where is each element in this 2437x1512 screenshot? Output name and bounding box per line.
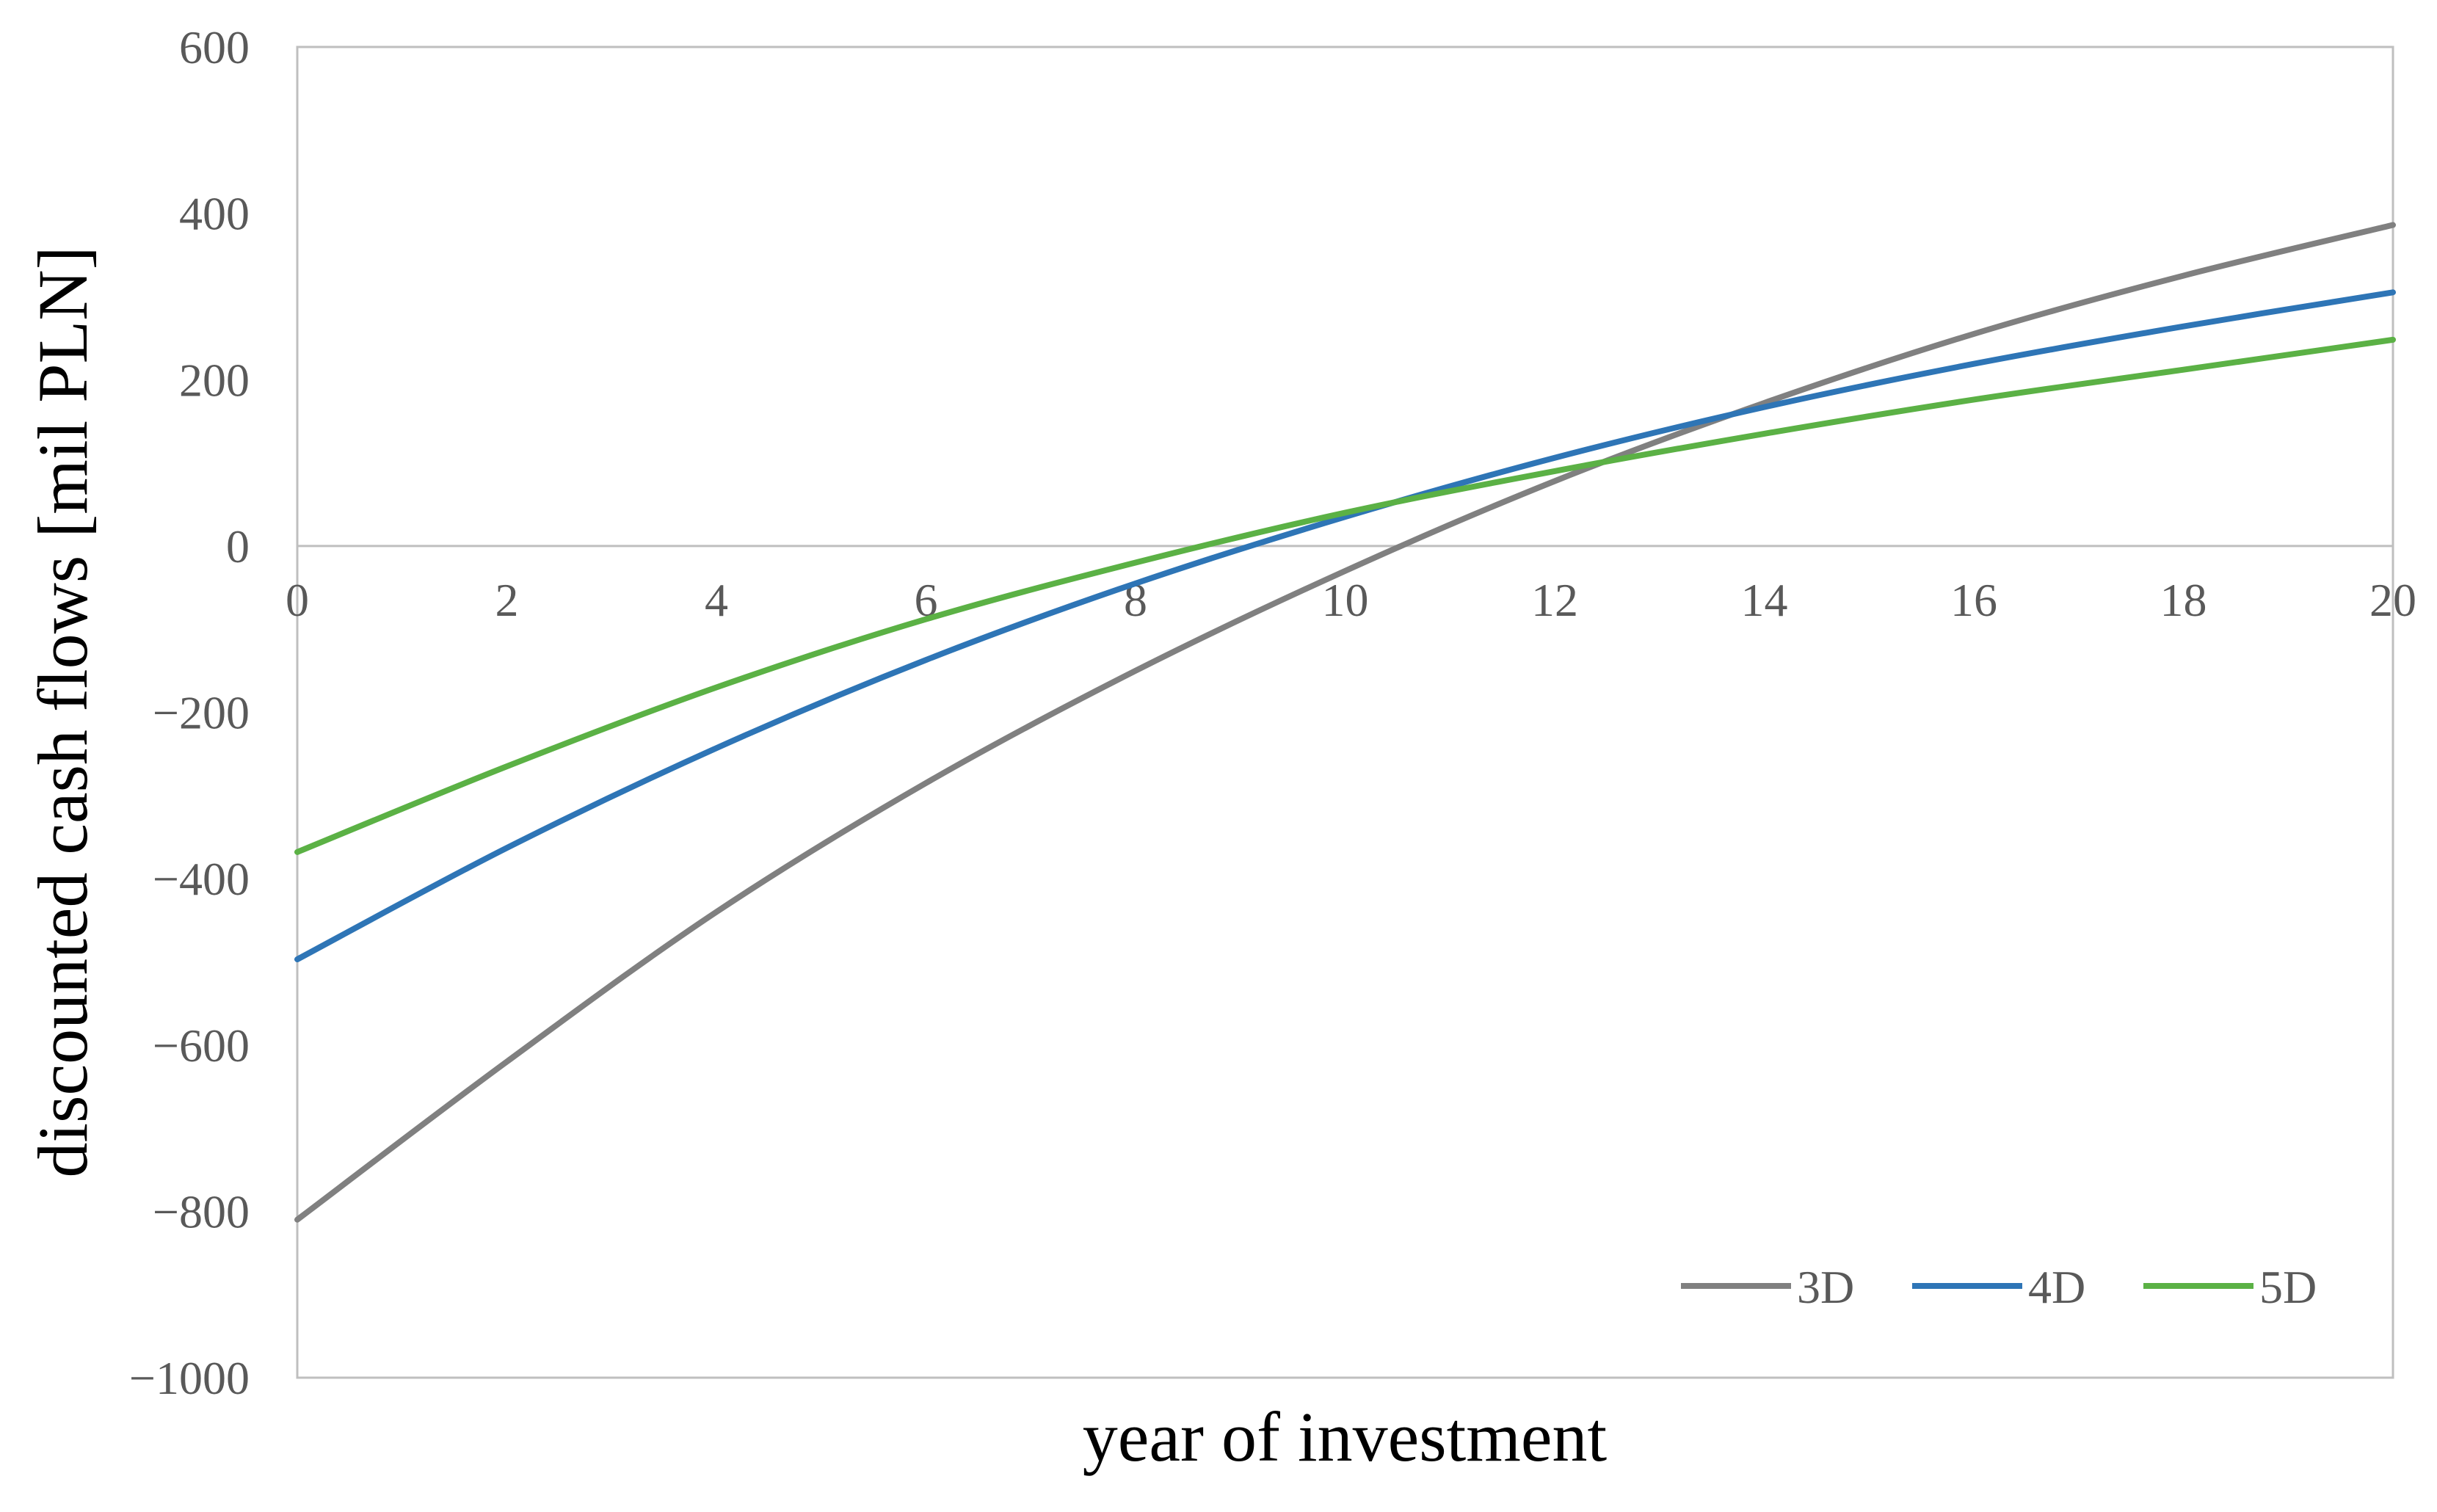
x-tick-labels: 0 2 4 6 8 10 12 14 16 18 20 [286,574,2416,626]
x-tick-label: 4 [705,574,728,626]
y-tick-label: −1000 [129,1352,250,1404]
x-tick-label: 10 [1322,574,1369,626]
legend-label: 3D [1797,1261,1854,1313]
y-tick-labels: 600 400 200 0 −200 −400 −600 −800 −1000 [129,21,250,1404]
series-line-5d [294,336,2396,855]
y-tick-label: −400 [153,853,250,905]
y-axis-title: discounted cash flows [mil PLN] [23,246,102,1177]
y-tick-label: −200 [153,687,250,739]
legend-item-5d[interactable]: 5D [2143,1261,2317,1313]
legend-item-4d[interactable]: 4D [1912,1261,2085,1313]
legend[interactable]: 3D 4D 5D [1681,1261,2317,1313]
legend-item-3d[interactable]: 3D [1681,1261,1854,1313]
y-tick-label: −800 [153,1185,250,1237]
x-tick-label: 0 [286,574,309,626]
x-axis-title: year of investment [1083,1397,1608,1476]
series-lines [294,222,2396,1223]
y-tick-label: 400 [179,188,250,240]
legend-label: 5D [2259,1261,2317,1313]
y-tick-label: 0 [226,520,250,573]
x-tick-label: 20 [2369,574,2416,626]
x-tick-label: 18 [2160,574,2207,626]
series-line-4d [294,289,2396,963]
plot-frame [296,46,2394,1379]
y-tick-label: 200 [179,354,250,406]
x-tick-label: 2 [495,574,519,626]
x-tick-label: 12 [1531,574,1578,626]
x-tick-label: 14 [1741,574,1788,626]
x-tick-label: 16 [1950,574,1997,626]
y-tick-label: 600 [179,21,250,73]
legend-label: 4D [2028,1261,2085,1313]
series-line-3d [294,222,2396,1223]
y-tick-label: −600 [153,1019,250,1072]
